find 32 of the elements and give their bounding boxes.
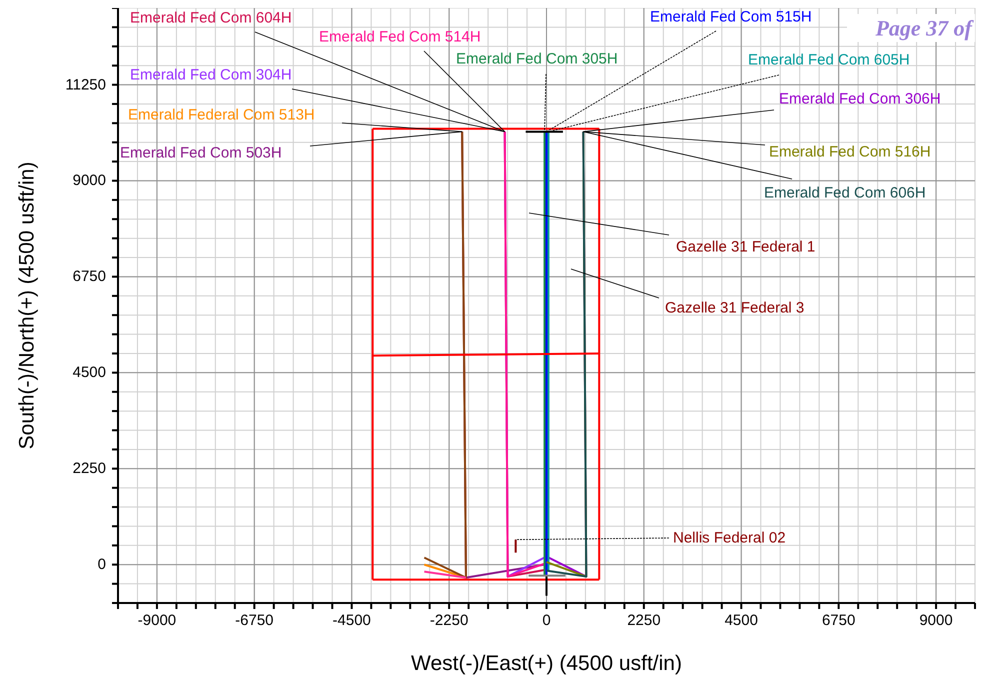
y-tick-label: 2250: [72, 460, 106, 478]
annotation: Gazelle 31 Federal 3: [665, 300, 804, 316]
text: Emerald Fed Com 304H: [130, 66, 292, 84]
y-tick-label: 9000: [72, 172, 106, 190]
x-tick-label: -9000: [138, 612, 176, 629]
y-tick-label: 11250: [65, 76, 106, 94]
x-tick-label: -2250: [430, 612, 468, 629]
y-tick-label: 0: [98, 556, 106, 574]
x-tick-label: 9000: [919, 612, 953, 629]
x-tick-label: -6750: [235, 612, 274, 629]
text: Emerald Fed Com 516H: [769, 144, 931, 160]
x-axis-title: West(-)/East(+) (4500 usft/in): [411, 652, 682, 675]
y-tick-label: 4500: [72, 364, 106, 382]
x-tick-label: 4500: [724, 612, 758, 629]
x-tick-label: -4500: [332, 612, 371, 629]
text: Emerald Fed Com 503H: [120, 144, 282, 162]
annotation: Gazelle 31 Federal 1: [676, 238, 816, 256]
text: Emerald Fed Com 606H: [764, 184, 926, 202]
text: Emerald Fed Com 306H: [779, 90, 941, 108]
annotation: Page 37 of: [874, 16, 975, 40]
text: Emerald Federal Com 513H: [128, 106, 315, 124]
text: Emerald Fed Com 604H: [130, 10, 292, 26]
x-tick-label: 6750: [822, 612, 856, 629]
text: Nellis Federal 02: [673, 530, 786, 546]
y-axis-title: South(-)/North(+) (4500 usft/in): [15, 162, 38, 450]
y-tick-label: 6750: [72, 268, 106, 286]
x-tick-label: 2250: [627, 612, 661, 629]
text: Emerald Fed Com 305H: [456, 50, 618, 68]
x-tick-label: 0: [542, 612, 551, 629]
text: Emerald Fed Com 515H: [650, 8, 812, 26]
text: Emerald Fed Com 605H: [748, 52, 910, 68]
text: Emerald Fed Com 514H: [319, 28, 481, 46]
